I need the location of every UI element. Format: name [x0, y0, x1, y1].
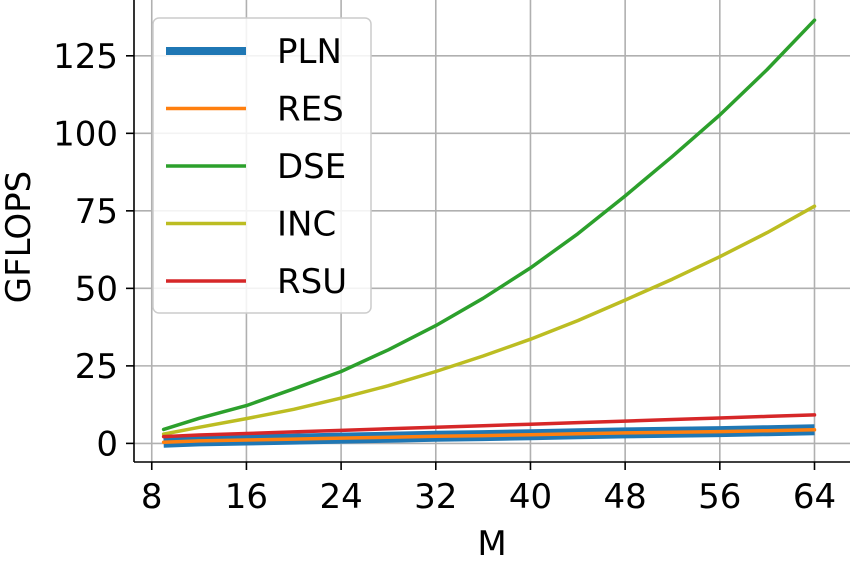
series-line-dse	[161, 18, 817, 432]
x-tick-label: 40	[509, 477, 552, 517]
x-tick-label: 48	[604, 477, 647, 517]
legend-label-dse: DSE	[277, 147, 346, 187]
x-tick-label: 32	[414, 477, 457, 517]
tick-labels: 8 16 24 32 40 48 56 64 0 25 50 75 100 125	[53, 37, 836, 517]
legend-label-res: RES	[277, 90, 344, 130]
series-line-res	[161, 428, 817, 444]
legend-label-rsu: RSU	[277, 262, 347, 302]
legend-label-inc: INC	[277, 205, 336, 245]
y-tick-label: 0	[96, 424, 118, 464]
legend-label-pln: PLN	[277, 32, 342, 72]
y-axis-label: GFLOPS	[0, 171, 39, 303]
x-tick-label: 16	[225, 477, 268, 517]
series-lines	[161, 18, 817, 448]
y-tick-label: 100	[53, 114, 118, 154]
y-tick-label: 75	[75, 192, 118, 232]
x-tick-label: 24	[319, 477, 362, 517]
x-axis-label: M	[477, 524, 506, 563]
legend: PLN RES DSE INC RSU	[152, 17, 372, 314]
x-tick-label: 8	[141, 477, 163, 517]
x-tick-label: 64	[793, 477, 836, 517]
y-tick-label: 50	[75, 269, 118, 309]
y-tick-label: 125	[53, 37, 118, 77]
x-tick-label: 56	[698, 477, 741, 517]
legend-box	[152, 17, 372, 314]
series-line-rsu	[161, 413, 817, 439]
axes	[126, 0, 850, 470]
y-tick-label: 25	[75, 347, 118, 387]
series-line-inc	[161, 204, 817, 436]
